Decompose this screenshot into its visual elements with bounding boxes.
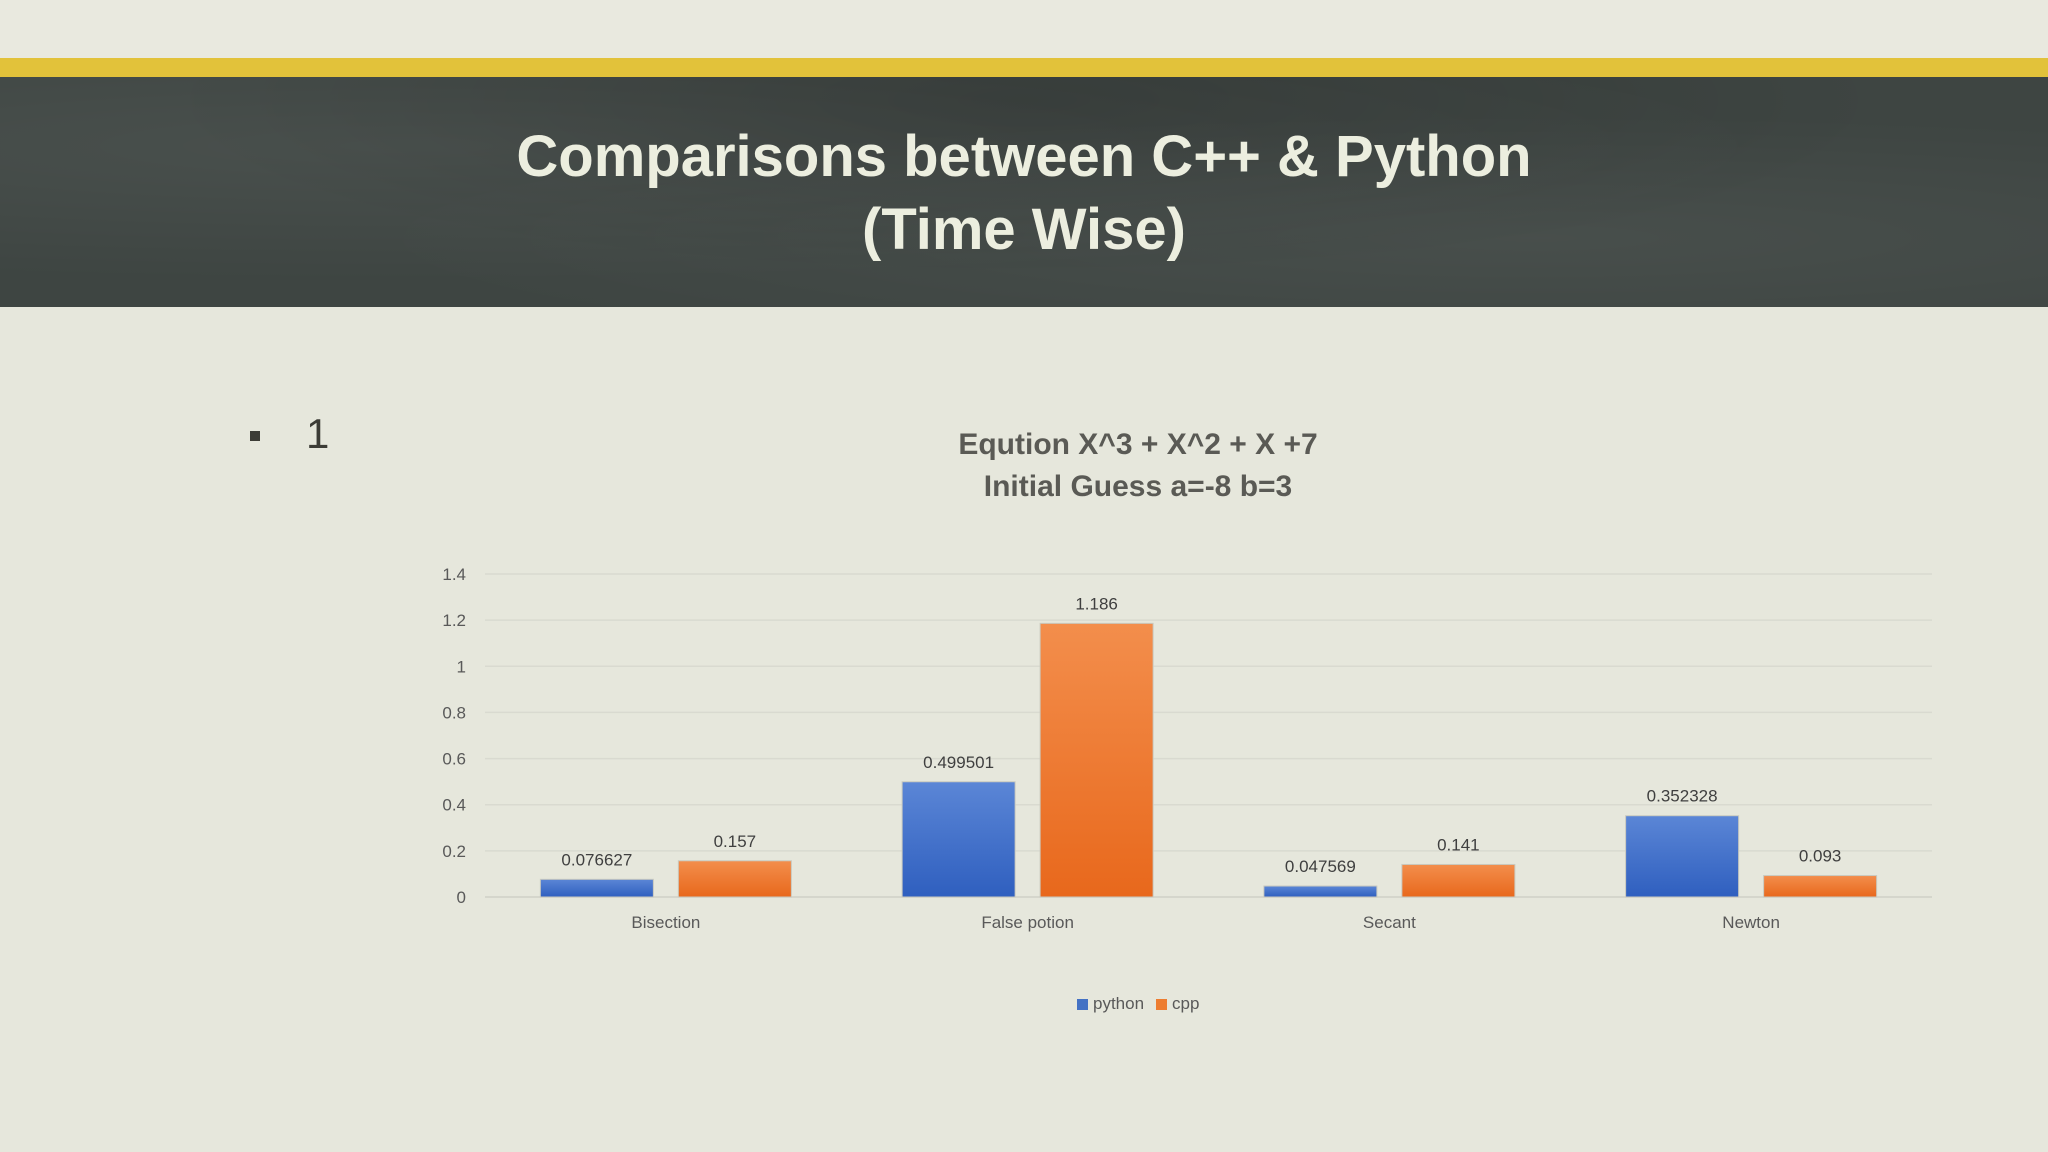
x-category-label: Secant (1363, 913, 1416, 932)
bullet-text: 1 (306, 410, 330, 457)
legend-label-cpp: cpp (1172, 994, 1200, 1013)
slide-title-line2: (Time Wise) (862, 197, 1186, 262)
accent-bar (0, 58, 2048, 77)
legend-swatch-python (1077, 998, 1088, 1010)
x-category-label: Newton (1722, 913, 1780, 932)
data-label-cpp: 0.157 (714, 832, 757, 851)
y-tick-label: 1.4 (442, 565, 466, 584)
chart-legend: python cpp (1077, 994, 1199, 1014)
bar-python (1625, 815, 1740, 898)
data-label-python: 0.047569 (1285, 857, 1356, 876)
y-tick-label: 0.4 (442, 796, 466, 815)
bar-python (1263, 885, 1378, 898)
y-tick-label: 1 (457, 657, 466, 676)
slide-title-line1: Comparisons between C++ & Python (516, 124, 1532, 189)
top-strip (0, 0, 2048, 58)
x-category-label: Bisection (631, 913, 700, 932)
bar-cpp (1763, 875, 1878, 898)
bar-cpp (677, 860, 792, 898)
legend-item-python: python (1077, 994, 1144, 1014)
data-label-cpp: 1.186 (1075, 594, 1118, 613)
chart-title: Eqution X^3 + X^2 + X +7 (958, 428, 1318, 461)
legend-swatch-cpp (1156, 998, 1168, 1010)
data-label-cpp: 0.093 (1799, 847, 1842, 866)
y-tick-label: 0 (457, 888, 466, 907)
y-tick-label: 1.2 (442, 611, 466, 630)
data-label-python: 0.076627 (561, 850, 632, 869)
chart-subtitle: Initial Guess a=-8 b=3 (983, 470, 1293, 503)
bar-cpp (1401, 863, 1516, 898)
y-tick-label: 0.6 (442, 750, 466, 769)
bar-cpp (1039, 622, 1154, 898)
title-banner: Comparisons between C++ & Python (Time W… (0, 77, 2048, 307)
y-tick-label: 0.8 (442, 703, 466, 722)
legend-label-python: python (1093, 994, 1145, 1013)
data-label-python: 0.352328 (1647, 787, 1718, 806)
legend-item-cpp: cpp (1156, 994, 1199, 1014)
bar-python (539, 878, 654, 898)
y-tick-label: 0.2 (442, 842, 466, 861)
bullet-icon (250, 431, 260, 441)
x-category-label: False potion (981, 913, 1074, 932)
data-label-cpp: 0.141 (1437, 835, 1480, 854)
bar-python (901, 781, 1016, 898)
data-label-python: 0.499501 (923, 753, 994, 772)
